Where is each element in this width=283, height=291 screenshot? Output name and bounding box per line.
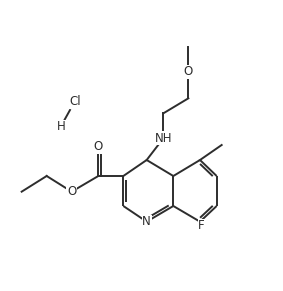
Text: O: O — [184, 65, 193, 78]
Text: NH: NH — [155, 132, 172, 145]
Text: Cl: Cl — [69, 95, 81, 108]
Text: N: N — [142, 215, 151, 228]
Text: O: O — [94, 140, 103, 153]
Text: F: F — [198, 219, 205, 232]
Text: O: O — [67, 185, 76, 198]
Text: H: H — [57, 120, 66, 133]
